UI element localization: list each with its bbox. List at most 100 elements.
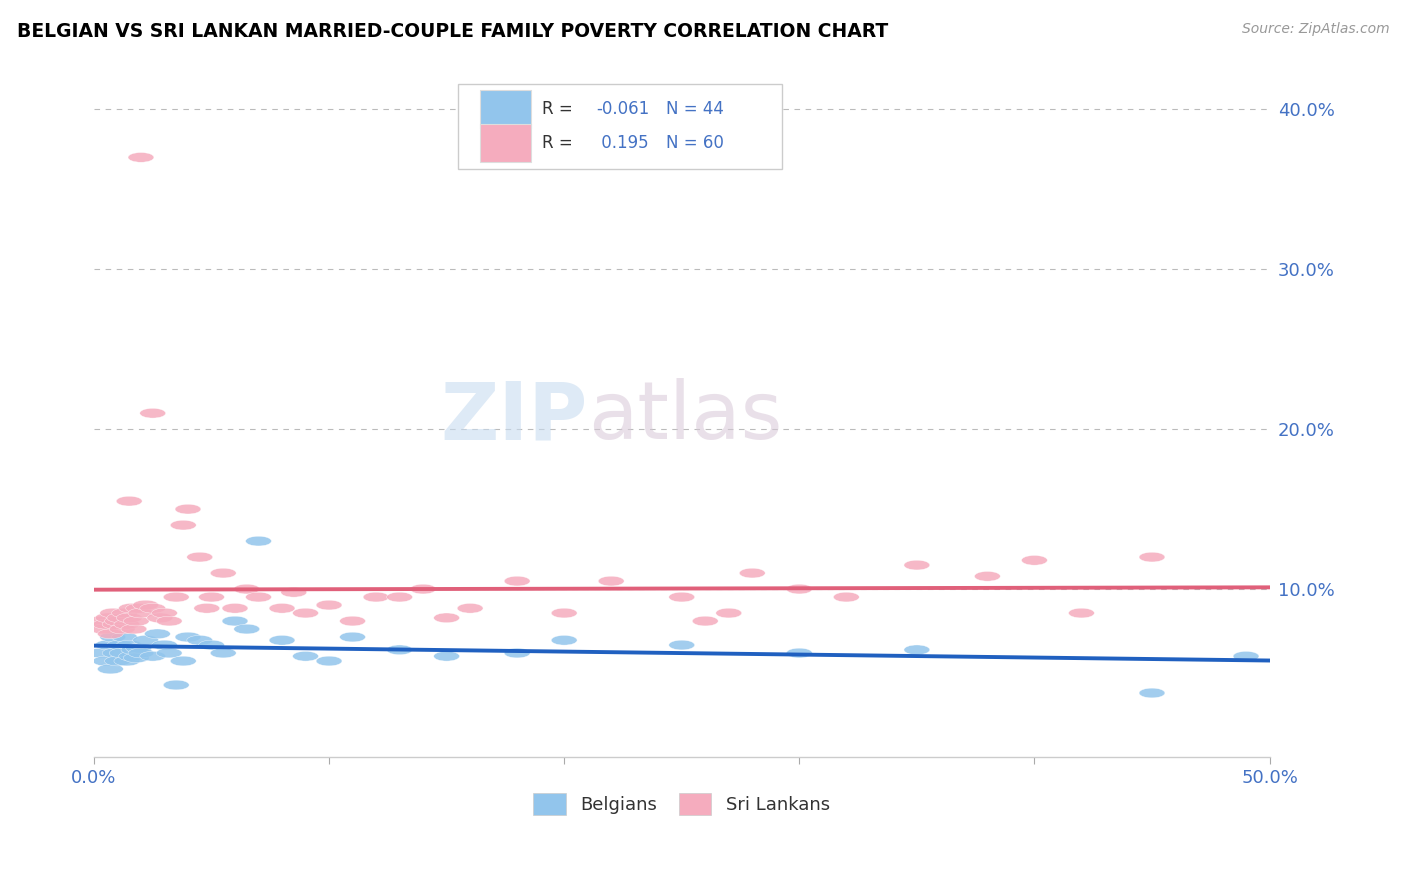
Text: -0.061: -0.061 (596, 101, 650, 119)
Text: R =: R = (541, 135, 578, 153)
Ellipse shape (387, 645, 412, 655)
Ellipse shape (139, 603, 166, 613)
Ellipse shape (316, 600, 342, 610)
Ellipse shape (246, 536, 271, 546)
Text: atlas: atlas (588, 378, 782, 456)
Ellipse shape (187, 552, 212, 562)
Ellipse shape (211, 568, 236, 578)
Ellipse shape (433, 651, 460, 661)
Ellipse shape (340, 616, 366, 626)
FancyBboxPatch shape (458, 84, 782, 169)
Ellipse shape (174, 632, 201, 642)
Ellipse shape (97, 629, 124, 639)
Ellipse shape (152, 640, 177, 650)
Ellipse shape (340, 632, 366, 642)
Ellipse shape (505, 576, 530, 586)
Ellipse shape (128, 608, 153, 618)
Ellipse shape (90, 624, 117, 634)
Ellipse shape (786, 584, 813, 594)
Ellipse shape (146, 613, 173, 623)
Ellipse shape (786, 648, 813, 658)
Ellipse shape (1139, 552, 1166, 562)
Ellipse shape (222, 616, 247, 626)
Ellipse shape (505, 648, 530, 658)
Ellipse shape (132, 600, 159, 610)
Ellipse shape (1233, 651, 1258, 661)
Ellipse shape (211, 648, 236, 658)
Ellipse shape (125, 603, 152, 613)
Ellipse shape (145, 629, 170, 639)
Ellipse shape (107, 640, 132, 650)
Ellipse shape (669, 592, 695, 602)
Ellipse shape (411, 584, 436, 594)
Ellipse shape (198, 592, 225, 602)
Ellipse shape (117, 613, 142, 623)
Text: N = 60: N = 60 (666, 135, 724, 153)
Ellipse shape (174, 504, 201, 514)
Ellipse shape (103, 648, 128, 658)
Ellipse shape (292, 608, 319, 618)
Ellipse shape (96, 640, 121, 650)
Ellipse shape (89, 616, 114, 626)
Ellipse shape (194, 603, 219, 613)
Ellipse shape (387, 592, 412, 602)
Ellipse shape (114, 619, 139, 629)
Ellipse shape (834, 592, 859, 602)
Text: R =: R = (541, 101, 578, 119)
FancyBboxPatch shape (479, 90, 531, 128)
Ellipse shape (132, 635, 159, 645)
Legend: Belgians, Sri Lankans: Belgians, Sri Lankans (526, 786, 837, 822)
Ellipse shape (110, 648, 135, 658)
Ellipse shape (100, 632, 125, 642)
Ellipse shape (118, 603, 145, 613)
Ellipse shape (124, 653, 149, 663)
Ellipse shape (114, 657, 139, 666)
Ellipse shape (187, 635, 212, 645)
Ellipse shape (292, 651, 319, 661)
Ellipse shape (457, 603, 484, 613)
Ellipse shape (125, 643, 152, 653)
Text: ZIP: ZIP (440, 378, 588, 456)
Ellipse shape (111, 632, 138, 642)
Ellipse shape (269, 603, 295, 613)
Ellipse shape (124, 616, 149, 626)
Ellipse shape (1139, 688, 1166, 698)
Ellipse shape (233, 624, 260, 634)
Ellipse shape (103, 619, 128, 629)
Ellipse shape (269, 635, 295, 645)
Ellipse shape (246, 592, 271, 602)
Ellipse shape (128, 648, 153, 658)
Ellipse shape (433, 613, 460, 623)
Ellipse shape (104, 657, 131, 666)
Ellipse shape (118, 651, 145, 661)
Ellipse shape (716, 608, 742, 618)
Text: BELGIAN VS SRI LANKAN MARRIED-COUPLE FAMILY POVERTY CORRELATION CHART: BELGIAN VS SRI LANKAN MARRIED-COUPLE FAM… (17, 22, 889, 41)
Ellipse shape (96, 613, 121, 623)
Ellipse shape (97, 665, 124, 673)
Ellipse shape (156, 648, 183, 658)
Ellipse shape (170, 657, 197, 666)
Ellipse shape (139, 409, 166, 418)
Ellipse shape (156, 616, 183, 626)
Ellipse shape (89, 648, 114, 658)
Ellipse shape (1069, 608, 1094, 618)
Text: N = 44: N = 44 (666, 101, 724, 119)
Ellipse shape (104, 616, 131, 626)
Ellipse shape (163, 680, 190, 690)
Ellipse shape (233, 584, 260, 594)
FancyBboxPatch shape (479, 124, 531, 162)
Ellipse shape (740, 568, 765, 578)
Ellipse shape (139, 651, 166, 661)
Ellipse shape (100, 608, 125, 618)
Ellipse shape (974, 572, 1000, 582)
Ellipse shape (551, 635, 576, 645)
Ellipse shape (121, 624, 146, 634)
Ellipse shape (551, 608, 576, 618)
Ellipse shape (107, 613, 132, 623)
Ellipse shape (669, 640, 695, 650)
Ellipse shape (198, 640, 225, 650)
Ellipse shape (152, 608, 177, 618)
Ellipse shape (111, 608, 138, 618)
Ellipse shape (93, 657, 118, 666)
Ellipse shape (93, 619, 118, 629)
